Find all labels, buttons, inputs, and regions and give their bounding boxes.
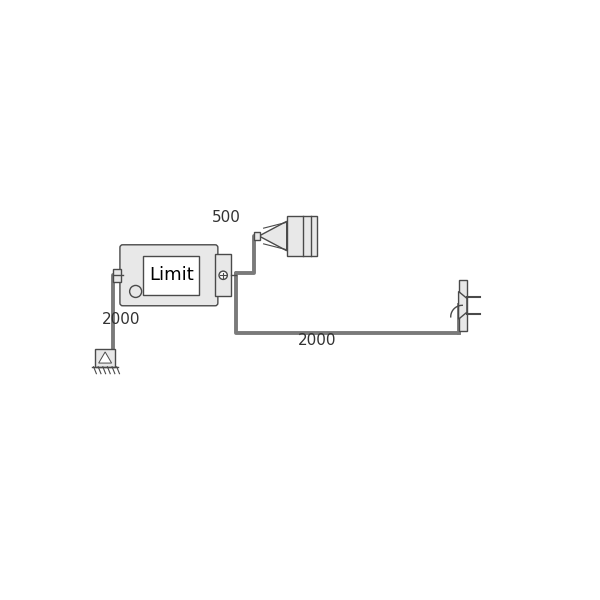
Text: 2000: 2000	[102, 311, 140, 326]
Bar	[254, 232, 260, 240]
Text: Limit: Limit	[149, 266, 194, 284]
Polygon shape	[458, 292, 467, 319]
Bar	[458, 280, 467, 331]
Text: 2000: 2000	[298, 333, 336, 348]
Polygon shape	[259, 221, 287, 251]
Polygon shape	[98, 352, 112, 363]
Bar	[95, 349, 115, 367]
Bar	[215, 254, 231, 296]
Bar	[143, 256, 199, 295]
Circle shape	[219, 271, 227, 280]
Bar	[113, 269, 121, 282]
Bar	[287, 217, 317, 256]
Circle shape	[130, 286, 142, 298]
Text: 500: 500	[212, 210, 241, 225]
FancyBboxPatch shape	[120, 245, 218, 306]
